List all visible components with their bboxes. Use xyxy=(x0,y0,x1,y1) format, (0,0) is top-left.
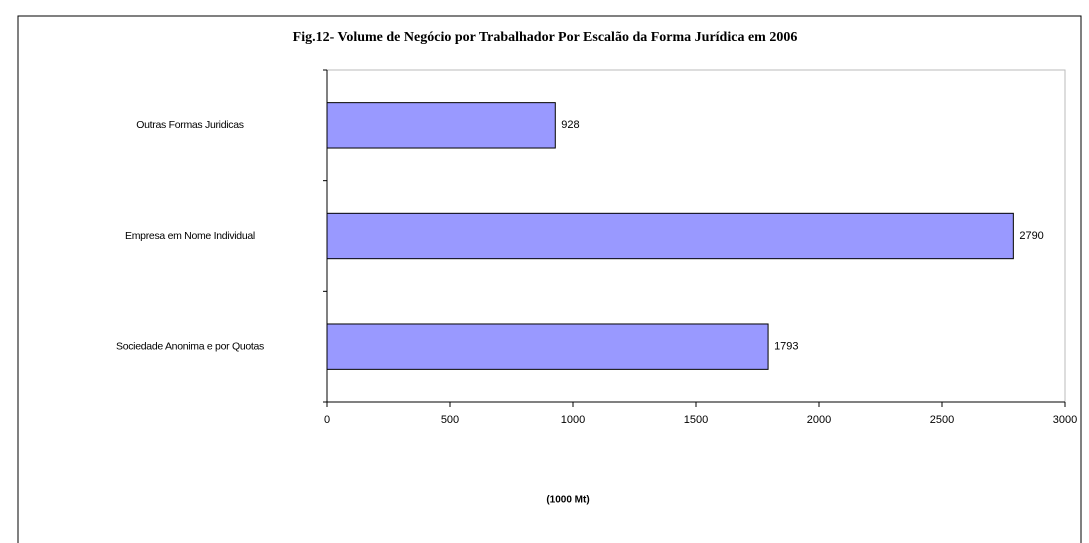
x-tick-label: 1500 xyxy=(684,414,708,426)
y-tick-label: Empresa em Nome Individual xyxy=(125,230,255,242)
chart-title: Fig.12- Volume de Negócio por Trabalhado… xyxy=(293,30,798,45)
value-label: 1793 xyxy=(774,341,798,353)
bar xyxy=(326,212,1014,260)
bar xyxy=(326,323,769,370)
x-tick-label: 2500 xyxy=(930,414,954,426)
x-tick-label: 2000 xyxy=(807,414,831,426)
x-tick-label: 1000 xyxy=(561,414,585,426)
x-tick-label: 500 xyxy=(441,414,459,426)
value-label: 928 xyxy=(561,119,579,131)
y-tick-label: Sociedade Anonima e por Quotas xyxy=(116,340,264,352)
x-tick-label: 3000 xyxy=(1053,414,1077,426)
y-tick-label: Outras Formas Juridicas xyxy=(136,119,244,131)
x-axis-label: (1000 Mt) xyxy=(546,495,589,506)
value-label: 2790 xyxy=(1019,230,1043,242)
x-tick-label: 0 xyxy=(324,414,330,426)
chart-frame xyxy=(17,15,1082,543)
bar xyxy=(326,102,556,149)
